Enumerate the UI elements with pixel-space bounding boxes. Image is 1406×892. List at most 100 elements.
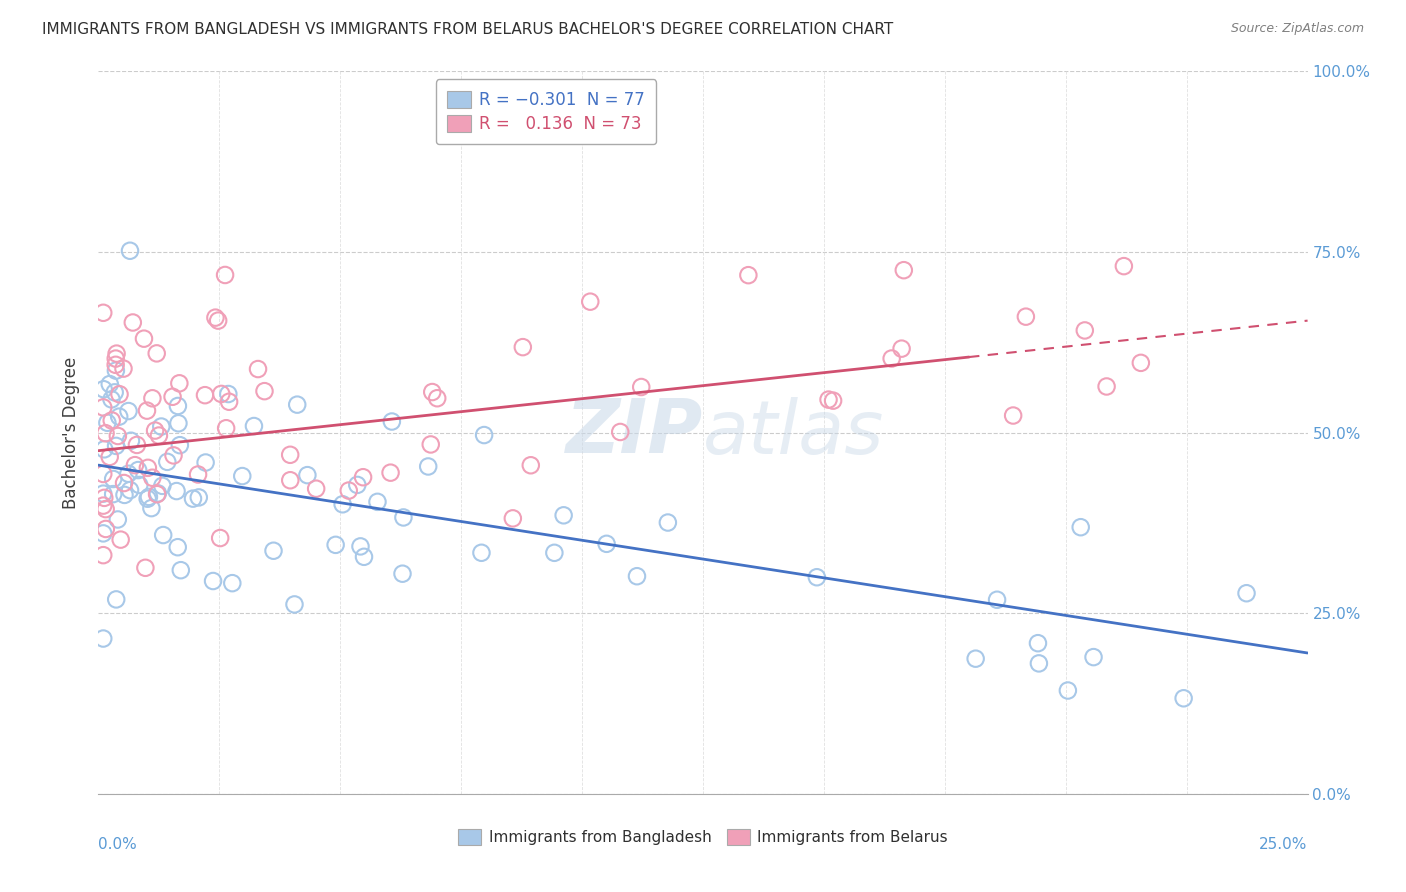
Point	[104, 351, 127, 366]
Point	[349, 540, 371, 554]
Point	[143, 424, 166, 438]
Point	[520, 458, 543, 473]
Point	[181, 491, 204, 506]
Point	[502, 511, 524, 525]
Text: ZIP: ZIP	[565, 396, 703, 469]
Point	[214, 268, 236, 282]
Point	[141, 471, 163, 485]
Point	[325, 538, 347, 552]
Legend: Immigrants from Bangladesh, Immigrants from Belarus: Immigrants from Bangladesh, Immigrants f…	[451, 823, 955, 851]
Point	[105, 439, 128, 453]
Point	[120, 434, 142, 448]
Point	[1002, 409, 1025, 423]
Point	[103, 487, 125, 501]
Point	[1028, 657, 1050, 671]
Point	[1015, 310, 1038, 324]
Point	[100, 413, 122, 427]
Point	[98, 377, 121, 392]
Point	[104, 385, 127, 400]
Point	[93, 442, 115, 457]
Point	[128, 478, 150, 492]
Point	[332, 497, 354, 511]
Point	[187, 491, 209, 505]
Point	[380, 466, 402, 480]
Point	[105, 592, 128, 607]
Point	[152, 528, 174, 542]
Point	[626, 569, 648, 583]
Point	[91, 306, 114, 320]
Point	[366, 495, 388, 509]
Point	[263, 543, 285, 558]
Point	[285, 398, 308, 412]
Point	[890, 342, 912, 356]
Point	[117, 404, 139, 418]
Point	[737, 268, 759, 282]
Point	[194, 388, 217, 402]
Point	[207, 313, 229, 327]
Point	[305, 482, 328, 496]
Point	[1129, 356, 1152, 370]
Point	[94, 522, 117, 536]
Point	[104, 358, 127, 372]
Point	[103, 472, 125, 486]
Point	[146, 487, 169, 501]
Point	[96, 416, 118, 430]
Point	[150, 419, 173, 434]
Point	[94, 426, 117, 441]
Point	[100, 392, 122, 407]
Point	[114, 488, 136, 502]
Point	[657, 516, 679, 530]
Point	[806, 570, 828, 584]
Point	[91, 526, 114, 541]
Point	[94, 502, 117, 516]
Point	[167, 417, 190, 431]
Text: 0.0%: 0.0%	[98, 838, 138, 852]
Text: IMMIGRANTS FROM BANGLADESH VS IMMIGRANTS FROM BELARUS BACHELOR'S DEGREE CORRELAT: IMMIGRANTS FROM BANGLADESH VS IMMIGRANTS…	[42, 22, 893, 37]
Point	[156, 455, 179, 469]
Point	[353, 549, 375, 564]
Point	[392, 510, 415, 524]
Point	[543, 546, 565, 560]
Point	[107, 429, 129, 443]
Point	[124, 458, 146, 472]
Point	[107, 512, 129, 526]
Point	[150, 479, 173, 493]
Point	[108, 387, 131, 401]
Point	[93, 382, 115, 396]
Point	[91, 467, 114, 481]
Point	[91, 486, 114, 500]
Point	[98, 450, 121, 464]
Point	[166, 484, 188, 499]
Point	[823, 393, 845, 408]
Point	[470, 546, 492, 560]
Point	[817, 392, 839, 407]
Point	[146, 486, 169, 500]
Point	[217, 387, 239, 401]
Point	[162, 390, 184, 404]
Point	[209, 531, 232, 545]
Point	[136, 403, 159, 417]
Point	[91, 401, 114, 415]
Point	[283, 598, 305, 612]
Point	[194, 456, 217, 470]
Point	[91, 632, 114, 646]
Point	[141, 501, 163, 516]
Point	[579, 294, 602, 309]
Point	[472, 428, 495, 442]
Point	[420, 385, 443, 400]
Point	[117, 467, 139, 481]
Point	[145, 346, 167, 360]
Point	[965, 651, 987, 665]
Point	[595, 537, 617, 551]
Point	[609, 425, 631, 439]
Point	[121, 316, 143, 330]
Point	[148, 428, 170, 442]
Text: atlas: atlas	[703, 397, 884, 468]
Point	[110, 533, 132, 547]
Point	[1074, 323, 1097, 337]
Point	[169, 376, 191, 391]
Point	[93, 491, 115, 505]
Text: 25.0%: 25.0%	[1260, 838, 1308, 852]
Point	[1173, 691, 1195, 706]
Text: Source: ZipAtlas.com: Source: ZipAtlas.com	[1230, 22, 1364, 36]
